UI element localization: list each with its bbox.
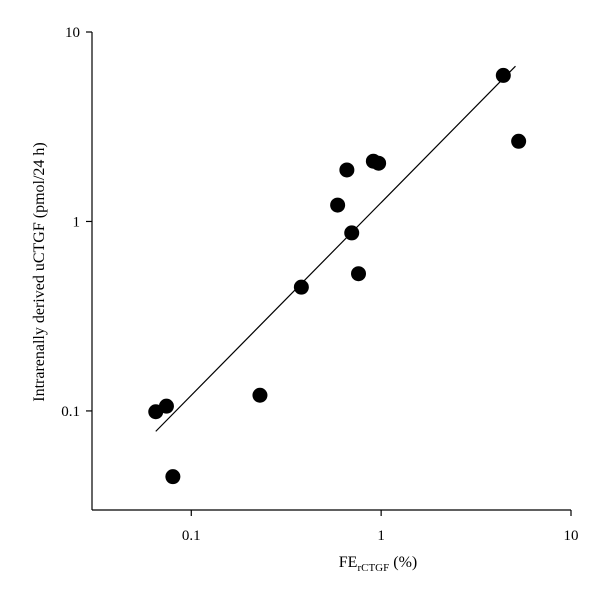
data-point-4 [293,279,309,295]
data-point-12 [511,133,527,149]
y-tick-label-1: 1 [73,214,81,230]
y-axis-ticks: 0.1 1 10 [61,25,92,420]
x-axis-title-subscript: rCTGF [357,562,389,574]
data-point-7 [344,225,360,241]
data-point-6 [339,162,355,178]
data-point-8 [351,266,367,282]
data-point-1 [158,398,174,414]
plot-area [91,32,571,511]
data-point-11 [495,67,511,83]
data-point-10 [371,155,387,171]
x-axis-title-main: FE [339,554,358,571]
x-axis-title-suffix: (%) [389,554,417,571]
y-tick-label-0: 0.1 [61,404,80,420]
y-axis-title: Intrarenally derived uCTGF (pmol/24 h) [31,142,48,402]
regression-line [155,65,516,432]
data-point-5 [330,197,346,213]
x-axis-ticks: 0.1 1 10 [182,510,579,544]
data-point-3 [252,387,268,403]
x-axis-title: FErCTGF (%) [339,554,417,574]
data-points-layer [148,67,527,485]
x-tick-label-0: 0.1 [182,528,201,544]
x-tick-label-2: 10 [564,528,579,544]
x-tick-label-1: 1 [377,528,385,544]
data-point-2 [165,469,181,485]
y-tick-label-2: 10 [65,25,80,41]
regression-line-layer [155,65,516,432]
